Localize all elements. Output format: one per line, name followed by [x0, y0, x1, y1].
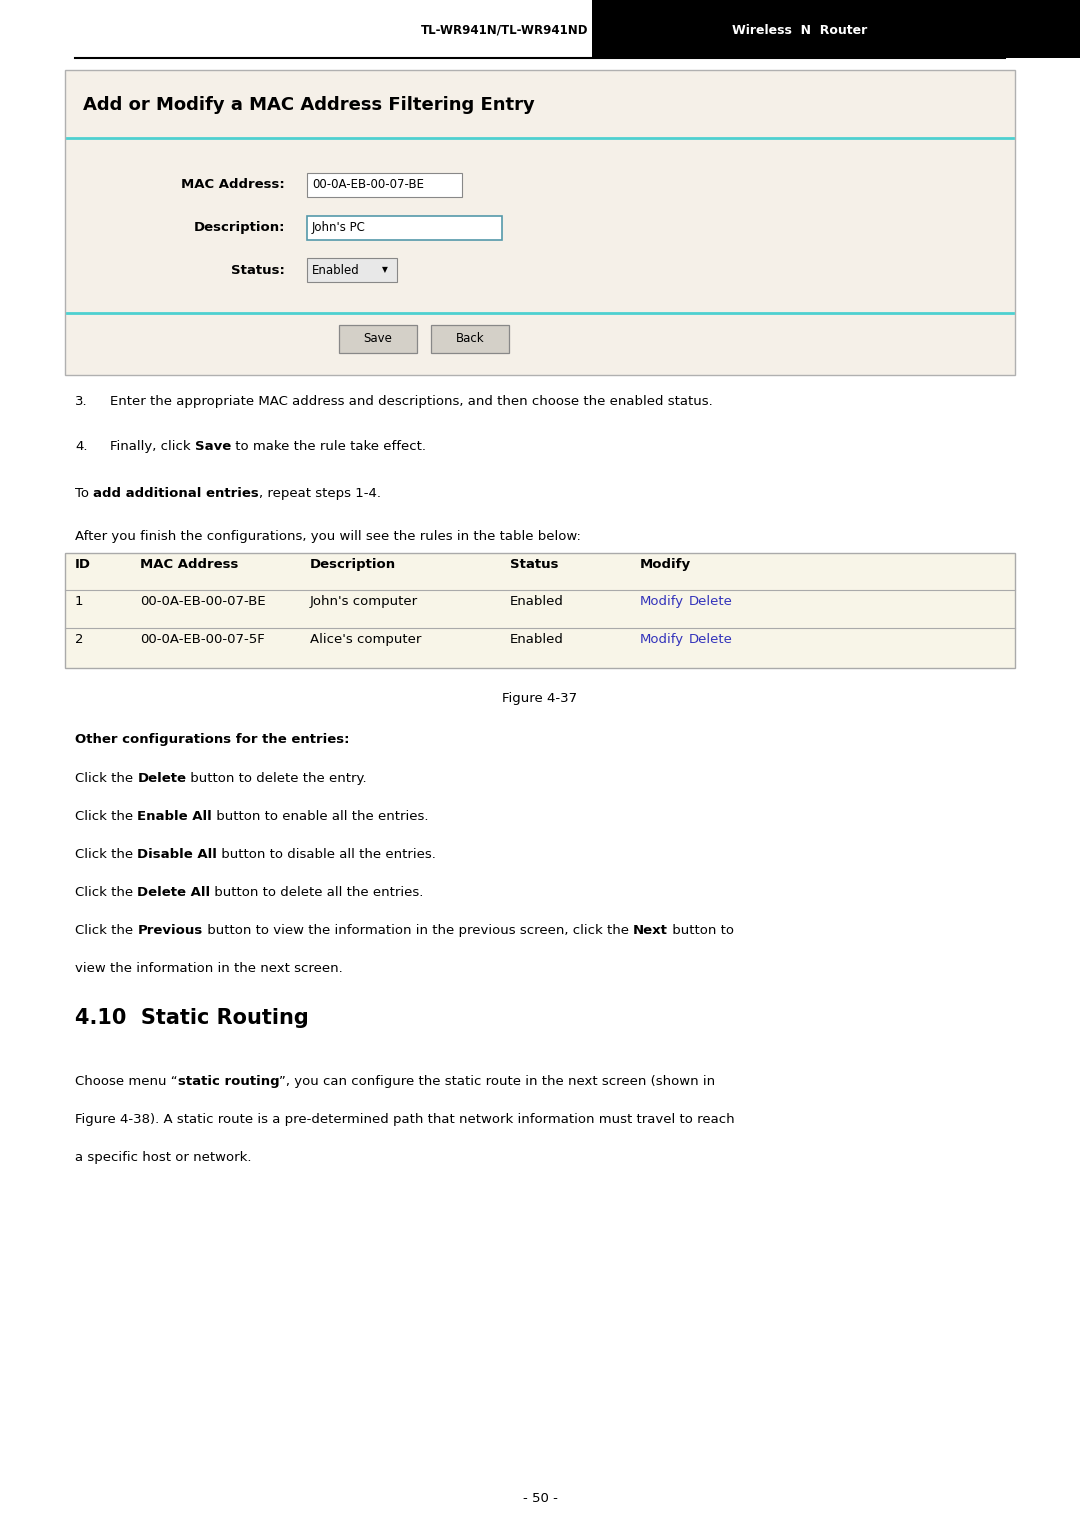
Bar [307, 215, 502, 240]
Text: John's PC: John's PC [312, 221, 366, 235]
Text: Delete: Delete [688, 596, 732, 608]
Text: ID: ID [75, 557, 91, 571]
Text: Description:: Description: [193, 221, 285, 235]
Text: MAC Address: MAC Address [140, 557, 239, 571]
Text: Wireless  N  Router: Wireless N Router [732, 23, 867, 37]
Text: Enabled: Enabled [510, 596, 564, 608]
Text: button to disable all the entries.: button to disable all the entries. [217, 847, 436, 861]
Text: After you finish the configurations, you will see the rules in the table below:: After you finish the configurations, you… [75, 530, 581, 544]
Text: Click the: Click the [75, 809, 137, 823]
Text: Delete All: Delete All [137, 886, 211, 899]
Text: 3.: 3. [75, 395, 87, 408]
Text: ▼: ▼ [382, 266, 388, 275]
Text: Enable All: Enable All [137, 809, 212, 823]
Text: Description: Description [310, 557, 396, 571]
Text: Back: Back [456, 333, 484, 345]
Text: 00-0A-EB-00-07-5F: 00-0A-EB-00-07-5F [140, 634, 265, 646]
Text: Choose menu “: Choose menu “ [75, 1075, 177, 1089]
Text: view the information in the next screen.: view the information in the next screen. [75, 962, 342, 976]
Text: Status: Status [510, 557, 558, 571]
Text: button to enable all the entries.: button to enable all the entries. [212, 809, 429, 823]
Text: Click the: Click the [75, 924, 137, 938]
Text: MAC Address:: MAC Address: [181, 179, 285, 191]
Text: a specific host or network.: a specific host or network. [75, 1151, 252, 1164]
Text: To: To [75, 487, 93, 499]
Bar [592, 0, 1080, 58]
Text: Finally, click: Finally, click [110, 440, 194, 454]
Text: Click the: Click the [75, 847, 137, 861]
Bar [307, 258, 397, 282]
Bar [431, 325, 509, 353]
Text: Delete: Delete [688, 634, 732, 646]
Text: Click the: Click the [75, 886, 137, 899]
Text: 1: 1 [75, 596, 83, 608]
Text: Alice's computer: Alice's computer [310, 634, 421, 646]
Text: Other configurations for the entries:: Other configurations for the entries: [75, 733, 350, 747]
Text: ”, you can configure the static route in the next screen (shown in: ”, you can configure the static route in… [280, 1075, 715, 1089]
Text: static routing: static routing [177, 1075, 280, 1089]
Text: Status:: Status: [231, 264, 285, 276]
Text: add additional entries: add additional entries [93, 487, 259, 499]
Text: - 50 -: - 50 - [523, 1492, 557, 1504]
Text: Modify: Modify [640, 634, 684, 646]
Text: 00-0A-EB-00-07-BE: 00-0A-EB-00-07-BE [140, 596, 266, 608]
Text: Enabled: Enabled [510, 634, 564, 646]
Bar [65, 553, 1015, 667]
Text: button to view the information in the previous screen, click the: button to view the information in the pr… [203, 924, 633, 938]
Text: Save: Save [194, 440, 231, 454]
Text: , repeat steps 1-4.: , repeat steps 1-4. [259, 487, 381, 499]
Text: Modify: Modify [640, 596, 684, 608]
Text: Enter the appropriate MAC address and descriptions, and then choose the enabled : Enter the appropriate MAC address and de… [110, 395, 713, 408]
Text: Enabled: Enabled [312, 264, 360, 276]
Text: 4.: 4. [75, 440, 87, 454]
Text: button to delete all the entries.: button to delete all the entries. [211, 886, 423, 899]
Text: to make the rule take effect.: to make the rule take effect. [231, 440, 427, 454]
Text: TL-WR941N/TL-WR941ND: TL-WR941N/TL-WR941ND [420, 23, 588, 37]
Text: 2: 2 [75, 634, 83, 646]
Text: Delete: Delete [137, 773, 187, 785]
Text: Modify: Modify [640, 557, 691, 571]
Text: Click the: Click the [75, 773, 137, 785]
Text: Figure 4-37: Figure 4-37 [502, 692, 578, 705]
Text: John's computer: John's computer [310, 596, 418, 608]
Text: 4.10  Static Routing: 4.10 Static Routing [75, 1008, 309, 1028]
Text: Save: Save [364, 333, 392, 345]
Text: button to delete the entry.: button to delete the entry. [187, 773, 367, 785]
Text: button to: button to [667, 924, 733, 938]
Text: Disable All: Disable All [137, 847, 217, 861]
Text: Previous: Previous [137, 924, 203, 938]
Bar [65, 70, 1015, 376]
Text: Next: Next [633, 924, 667, 938]
Bar [307, 173, 462, 197]
Text: Figure 4-38). A static route is a pre-determined path that network information m: Figure 4-38). A static route is a pre-de… [75, 1113, 734, 1125]
Text: 00-0A-EB-00-07-BE: 00-0A-EB-00-07-BE [312, 179, 424, 191]
Bar [339, 325, 417, 353]
Text: Add or Modify a MAC Address Filtering Entry: Add or Modify a MAC Address Filtering En… [83, 96, 535, 115]
